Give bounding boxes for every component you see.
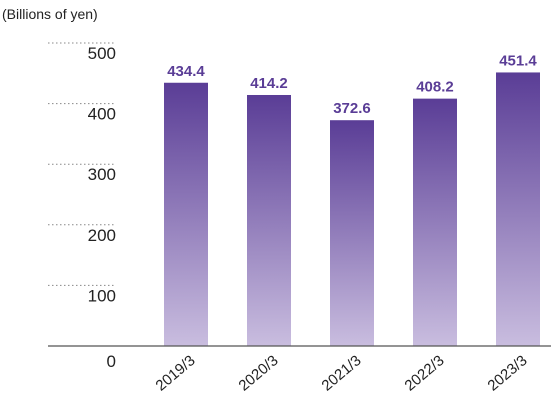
- bar-2022-3: [413, 98, 457, 346]
- bars: [164, 72, 540, 346]
- data-label: 408.2: [416, 79, 454, 96]
- data-label: 414.2: [250, 75, 288, 92]
- y-tick-label: 400: [88, 105, 116, 124]
- x-tick-label: 2023/3: [484, 352, 530, 395]
- data-label: 372.6: [333, 100, 371, 117]
- y-tick-label: 100: [88, 286, 116, 305]
- bar-2023-3: [496, 72, 540, 346]
- y-tick-label: 300: [88, 165, 116, 184]
- x-tick-label: 2020/3: [235, 352, 281, 395]
- y-tick-label: 500: [88, 44, 116, 63]
- bar-2020-3: [247, 94, 291, 346]
- x-axis-ticks: 2019/3 2020/3 2021/3 2022/3 2023/3: [152, 352, 530, 395]
- bar-2019-3: [164, 82, 208, 346]
- x-tick-label: 2022/3: [401, 352, 447, 395]
- bar-2021-3: [330, 120, 374, 346]
- y-axis-ticks: 0 100 200 300 400 500: [88, 44, 116, 371]
- data-label: 434.4: [167, 63, 205, 80]
- gridlines: [48, 42, 116, 286]
- data-label: 451.4: [499, 52, 537, 69]
- x-tick-label: 2021/3: [318, 352, 364, 395]
- x-tick-label: 2019/3: [152, 352, 198, 395]
- y-tick-label: 0: [107, 352, 116, 371]
- data-labels: 434.4 414.2 372.6 408.2 451.4: [167, 52, 537, 117]
- unit-label: (Billions of yen): [2, 6, 98, 22]
- y-tick-label: 200: [88, 226, 116, 245]
